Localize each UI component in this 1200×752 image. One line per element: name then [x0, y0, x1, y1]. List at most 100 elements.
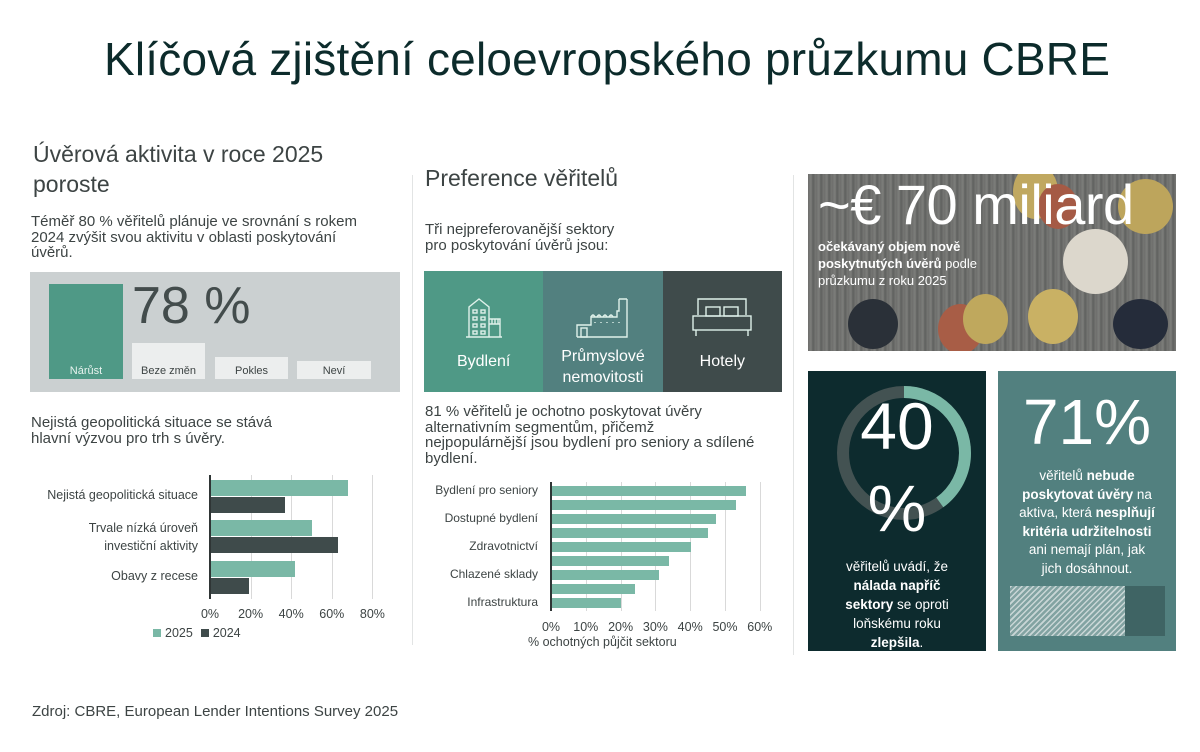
category-label: Infrastruktura — [467, 595, 538, 609]
x-tick: 40% — [278, 607, 304, 621]
legend-swatch — [153, 629, 161, 637]
sustainability-text: věřitelů nebude poskytovat úvěry na akti… — [1004, 467, 1170, 578]
sector-label: Hotely — [699, 353, 745, 370]
text-line: věřitelů uvádí, že — [845, 559, 949, 574]
sector-label-line: nemovitosti — [562, 369, 644, 386]
loan-volume-value: ~€ 70 miliard — [818, 174, 1134, 236]
text-bold: sektory — [845, 597, 894, 612]
bar-geo-2025 — [210, 480, 348, 496]
gridline — [759, 482, 761, 611]
challenges-category-labels: Nejistá geopolitická situace Trvale nízk… — [20, 475, 198, 599]
x-tick: 60% — [319, 607, 345, 621]
category-label: Chlazené sklady — [449, 567, 538, 581]
text-line: Nejistá geopolitická situace se stává — [31, 414, 272, 431]
sustainability-progress-bar — [1010, 586, 1165, 636]
bar-segment — [551, 584, 635, 594]
text-line: alternativním segmentům, přičemž — [425, 418, 655, 436]
bar-label: Neví — [322, 365, 346, 377]
growth-bar-dont-know: Neví — [297, 361, 371, 379]
section2-text2: 81 % věřitelů je ochotno poskytovat úvěr… — [425, 404, 754, 466]
alt-x-axis-label: % ochotných půjčit sektoru — [528, 635, 677, 649]
sector-label-line: Průmyslové — [561, 348, 645, 365]
bar-recession-2024 — [210, 578, 249, 594]
sector-label: Bydlení — [456, 353, 511, 370]
page-title: Klíčová zjištění celoevropského průzkumu… — [104, 33, 1111, 85]
section1-heading-line1: Úvěrová aktivita v roce 2025 — [33, 141, 324, 167]
category-label: investiční aktivity — [104, 539, 198, 553]
text-bold: poskytovat úvěry — [1022, 486, 1134, 502]
apartment-building-icon — [465, 298, 502, 338]
x-tick: 10% — [573, 620, 599, 634]
text-line: Tři nejpreferovanější sektory — [425, 221, 615, 238]
x-tick: 80% — [359, 607, 385, 621]
text-line: hlavní výzvou pro trh s úvěry. — [31, 429, 225, 447]
bar-senior-housing — [551, 486, 746, 496]
bar-affordable-housing — [551, 514, 716, 524]
bar-infrastructure — [551, 598, 621, 608]
x-tick: 60% — [747, 620, 773, 634]
section1-text2: Nejistá geopolitická situace se stává hl… — [31, 415, 272, 446]
alternative-segments-bar-chart — [550, 482, 761, 611]
bar-recession-2025 — [210, 561, 295, 577]
bar-segment — [551, 528, 708, 538]
factory-icon — [576, 298, 628, 338]
text-line: na — [1133, 486, 1152, 502]
sector-tile-industrial: Průmyslové nemovitosti — [543, 271, 663, 392]
sentiment-percent: % — [867, 471, 927, 545]
section1-heading-line2: poroste — [33, 171, 110, 197]
preferred-sectors: Bydlení Průmyslové nemovitosti Hotely — [424, 271, 782, 392]
bar-invest-2025 — [210, 520, 312, 536]
legend-label: 2024 — [212, 626, 241, 640]
caption-bold: očekávaný objem nově — [818, 239, 961, 254]
alt-category-labels: Bydlení pro seniory Dostupné bydlení Zdr… — [410, 482, 538, 612]
source-note: Zdroj: CBRE, European Lender Intentions … — [32, 703, 399, 720]
challenges-legend: 2025 2024 — [153, 626, 241, 640]
table-shape — [1063, 229, 1128, 294]
challenges-bar-chart — [209, 475, 375, 599]
legend-swatch — [200, 629, 209, 637]
growth-bar-increase: Nárůst — [49, 284, 123, 379]
category-label: Nejistá geopolitická situace — [47, 488, 198, 502]
bar-cold-storage — [551, 570, 659, 580]
section2-text: Tři nejpreferovanější sektory pro poskyt… — [425, 222, 614, 253]
bar-geo-2024 — [210, 497, 285, 513]
text-line: se oproti — [893, 597, 949, 612]
sector-label: Průmyslové nemovitosti — [543, 346, 662, 388]
category-label: Dostupné bydlení — [444, 511, 538, 525]
chair-shape — [1038, 184, 1078, 229]
growth-bar-no-change: Beze změn — [132, 343, 205, 379]
text-bold: kritéria udržitelnosti — [1022, 523, 1152, 539]
person-shape — [848, 299, 898, 349]
legend-item-2025: 2025 — [153, 626, 193, 640]
text-line: bydlení. — [425, 449, 478, 467]
text-line: loňskému roku — [853, 616, 941, 631]
bar-invest-2024 — [210, 537, 338, 553]
growth-bar-decrease: Pokles — [215, 357, 288, 379]
text-line: úvěrů. — [31, 244, 73, 261]
loan-volume-caption: očekávaný objem nově poskytnutých úvěrů … — [818, 238, 1018, 289]
alt-x-axis: 0% 10% 20% 30% 40% 50% 60% — [542, 620, 773, 636]
donut-value-arc — [837, 386, 971, 520]
bar-label: Pokles — [234, 365, 269, 377]
text-line: jich dosáhnout. — [1041, 560, 1133, 576]
text-line: věřitelů — [1039, 468, 1087, 483]
text-line: Téměř 80 % věřitelů plánuje ve srovnání … — [31, 213, 357, 230]
x-tick: 20% — [238, 607, 264, 621]
sector-tile-hotels: Hotely — [662, 271, 782, 392]
category-label: Zdravotnictví — [469, 539, 538, 553]
text-line: pro poskytování úvěrů jsou: — [425, 236, 609, 254]
y-axis — [550, 482, 552, 611]
text-line: nejpopulárnější jsou bydlení pro seniory… — [425, 434, 755, 451]
text-line: aktiva, která — [1019, 505, 1096, 520]
sentiment-value: 40 — [860, 389, 934, 463]
chair-shape — [1118, 179, 1173, 234]
chair-shape — [1028, 289, 1078, 344]
category-label: Bydlení pro seniory — [435, 483, 538, 497]
section1-text: Téměř 80 % věřitelů plánuje ve srovnání … — [31, 214, 357, 261]
category-label: Trvale nízká úroveň — [88, 521, 198, 535]
bed-icon — [692, 298, 753, 336]
legend-label: 2025 — [165, 626, 193, 640]
lending-growth-chart: Nárůst 78 % Beze změn Pokles Neví — [30, 272, 400, 392]
sustainability-value: 71% — [1022, 386, 1152, 458]
x-tick: 40% — [677, 620, 703, 634]
